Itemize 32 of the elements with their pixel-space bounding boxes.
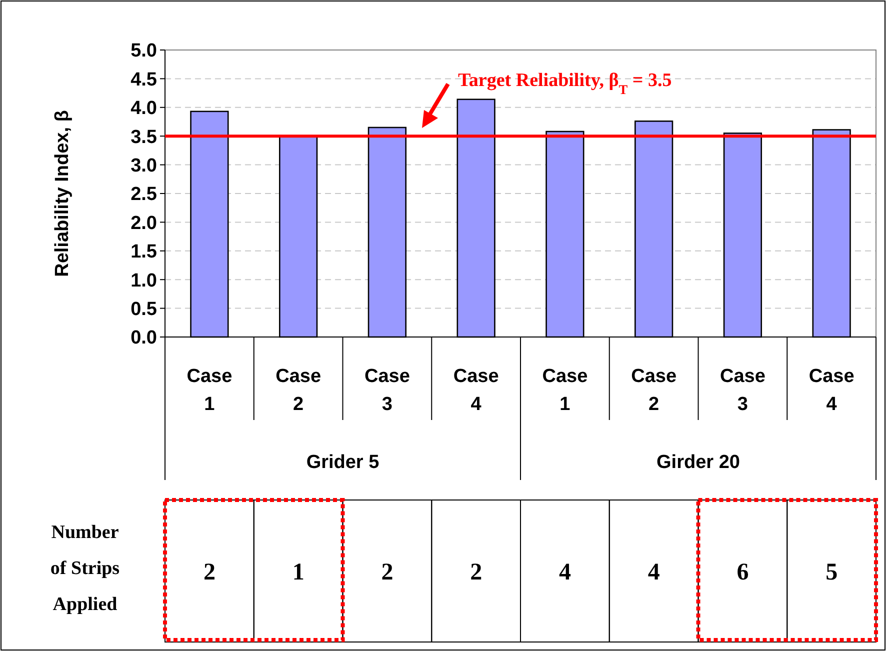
x-tick-label: Case 2	[276, 366, 322, 415]
y-tick-label: 3.5	[130, 126, 158, 148]
text: 4	[648, 559, 660, 586]
y-tick-label: 0.5	[130, 298, 158, 320]
y-axis-title: Reliability Index, β	[52, 110, 73, 277]
x-tick-label: Case 4	[808, 366, 854, 415]
x-tick-label: Case 1	[186, 366, 232, 415]
text: 1	[292, 559, 304, 586]
y-tick-label: 0.0	[130, 328, 157, 349]
y-tick-label: 4.5	[130, 69, 158, 90]
y-tick-label: 3.0	[130, 155, 157, 176]
text: Grider 5	[306, 452, 380, 473]
text: 2	[203, 559, 216, 586]
text: Number of Strips Applied	[50, 522, 120, 615]
y-tick-label: 1.5	[130, 242, 158, 263]
x-tick-label: Case 3	[720, 366, 766, 415]
x-tick-label: Case 2	[631, 366, 677, 415]
ref-line-label: Target Reliability, β$_{T}$ = 3.5	[458, 70, 672, 96]
x-tick-label: Case 1	[542, 366, 588, 415]
x-tick-label: Case 3	[364, 366, 410, 415]
text: 2	[470, 559, 482, 586]
text: 2	[381, 559, 394, 586]
y-tick-label: 1.0	[130, 270, 157, 292]
x-tick-label: Case 4	[453, 366, 499, 415]
text: 5	[826, 559, 838, 586]
text: 6	[736, 559, 749, 586]
text: Girder 20	[656, 452, 740, 473]
y-tick-label: 2.5	[130, 184, 158, 206]
y-tick-label: 4.0	[130, 98, 157, 120]
y-tick-label: 5.0	[130, 40, 157, 62]
y-tick-label: 2.0	[130, 212, 157, 234]
text: 4	[558, 559, 571, 586]
